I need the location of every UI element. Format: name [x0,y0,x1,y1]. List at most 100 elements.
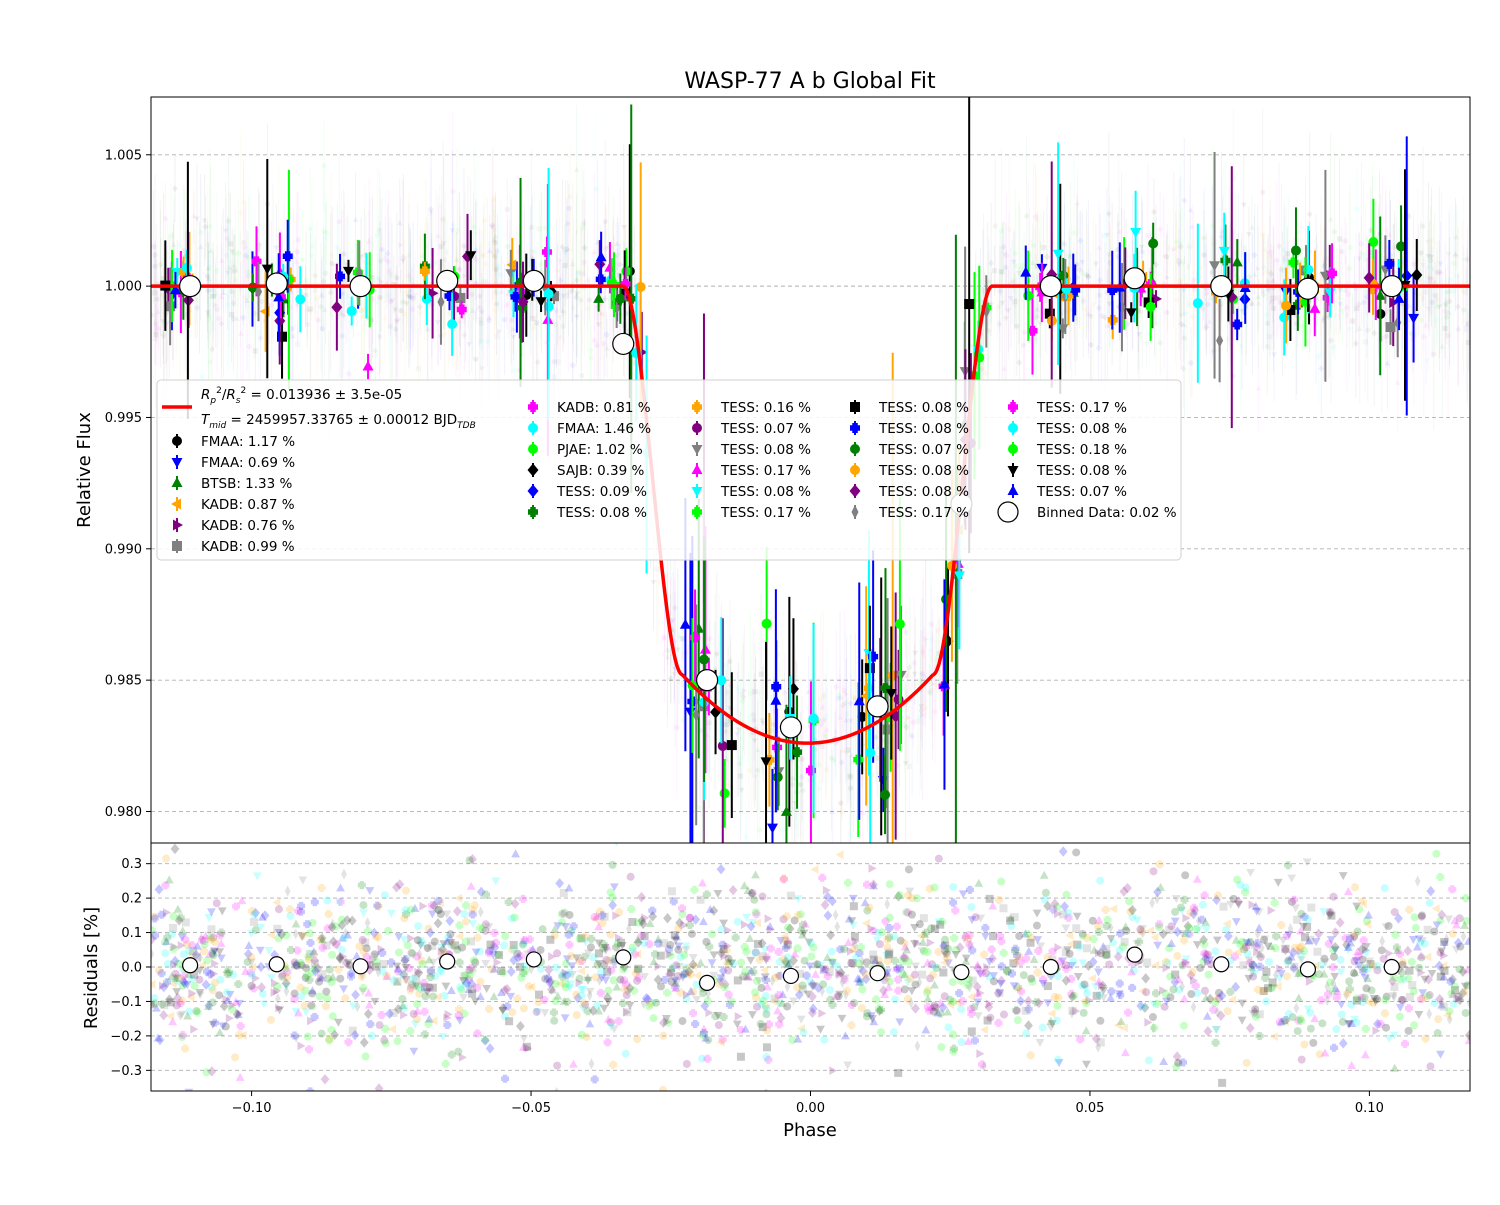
binned-data-point [350,276,371,297]
residual-point [1027,939,1035,947]
faint-point [418,310,423,315]
point-marker [880,790,890,800]
faint-point [496,265,501,270]
residual-point [1304,915,1312,923]
faint-point [1260,190,1265,195]
residual-point [1307,1025,1315,1033]
residual-point [1300,1040,1308,1048]
binned-data-point [697,670,718,691]
residual-point [326,966,334,974]
residual-point [627,873,635,881]
faint-point [1102,233,1107,238]
faint-point [206,316,211,321]
faint-point [295,249,300,254]
binned-data-point [1124,268,1145,289]
faint-point [724,723,729,728]
residual-point [553,1062,561,1070]
faint-point [334,245,339,250]
faint-point [1099,313,1104,318]
residual-point [1173,952,1181,960]
residual-point [1039,1024,1047,1032]
residual-point [1069,958,1077,966]
residual-point [441,992,449,1000]
faint-point [1316,354,1321,359]
faint-point [921,645,926,650]
faint-point [512,368,517,373]
faint-point [587,297,592,302]
faint-point [153,332,158,337]
faint-point [1350,318,1355,323]
residual-point [1199,901,1207,909]
point-marker [1148,239,1158,249]
faint-point [308,226,313,231]
residual-point [1033,922,1041,930]
residuals-y-axis-label: Residuals [%] [81,907,102,1029]
binned-data-point [1040,276,1061,297]
faint-point [600,312,605,317]
faint-point [1021,343,1026,348]
faint-point [835,696,840,701]
residual-point [939,969,947,977]
faint-point [1282,259,1287,264]
residual-point [508,1008,516,1016]
residual-point [1351,883,1359,891]
residual-point [1022,1030,1030,1038]
faint-point [553,322,558,327]
point-marker [865,748,875,758]
binned-data-point [1297,278,1318,299]
residual-point [384,927,392,935]
residual-point [1093,992,1101,1000]
residual-point [169,924,177,932]
faint-point [860,775,865,780]
faint-point [505,244,510,249]
binned-data-point [523,270,544,291]
residual-point [958,1038,966,1046]
faint-point [1264,312,1269,317]
faint-point [1088,314,1093,319]
faint-point [992,268,997,273]
residual-point [1180,1022,1188,1030]
faint-point [473,357,478,362]
faint-point [907,664,912,669]
residual-point [316,992,324,1000]
point-marker [182,263,192,273]
residual-point [501,932,509,940]
point-marker [615,294,625,304]
faint-point [568,194,573,199]
faint-point [1041,245,1046,250]
faint-point [552,374,557,379]
binned-data-point [266,273,287,294]
residual-point [1378,946,1386,954]
faint-point [780,827,785,832]
x-axis-label: Phase [783,1120,837,1141]
faint-point [534,321,539,326]
binned-data-point [613,333,634,354]
binned-data-point [867,696,888,717]
faint-point [1281,247,1286,252]
residual-point [500,941,508,949]
faint-point [1275,295,1280,300]
faint-point [617,262,622,267]
point-marker [1291,246,1301,256]
faint-point [153,252,158,257]
residual-point [1161,1003,1169,1011]
faint-point [259,299,264,304]
point-marker [422,294,432,304]
residual-point [923,989,931,997]
residual-point [1307,904,1315,912]
faint-point [1343,238,1348,243]
faint-point [748,691,753,696]
faint-point [829,755,834,760]
faint-point [542,226,547,231]
residual-point [1063,891,1071,899]
residual-point [1412,924,1420,932]
residual-point [607,931,615,939]
faint-point [203,224,208,229]
faint-point [838,800,843,805]
faint-point [999,228,1004,233]
faint-point [1348,245,1353,250]
faint-point [993,223,998,228]
residual-point [573,1011,581,1019]
